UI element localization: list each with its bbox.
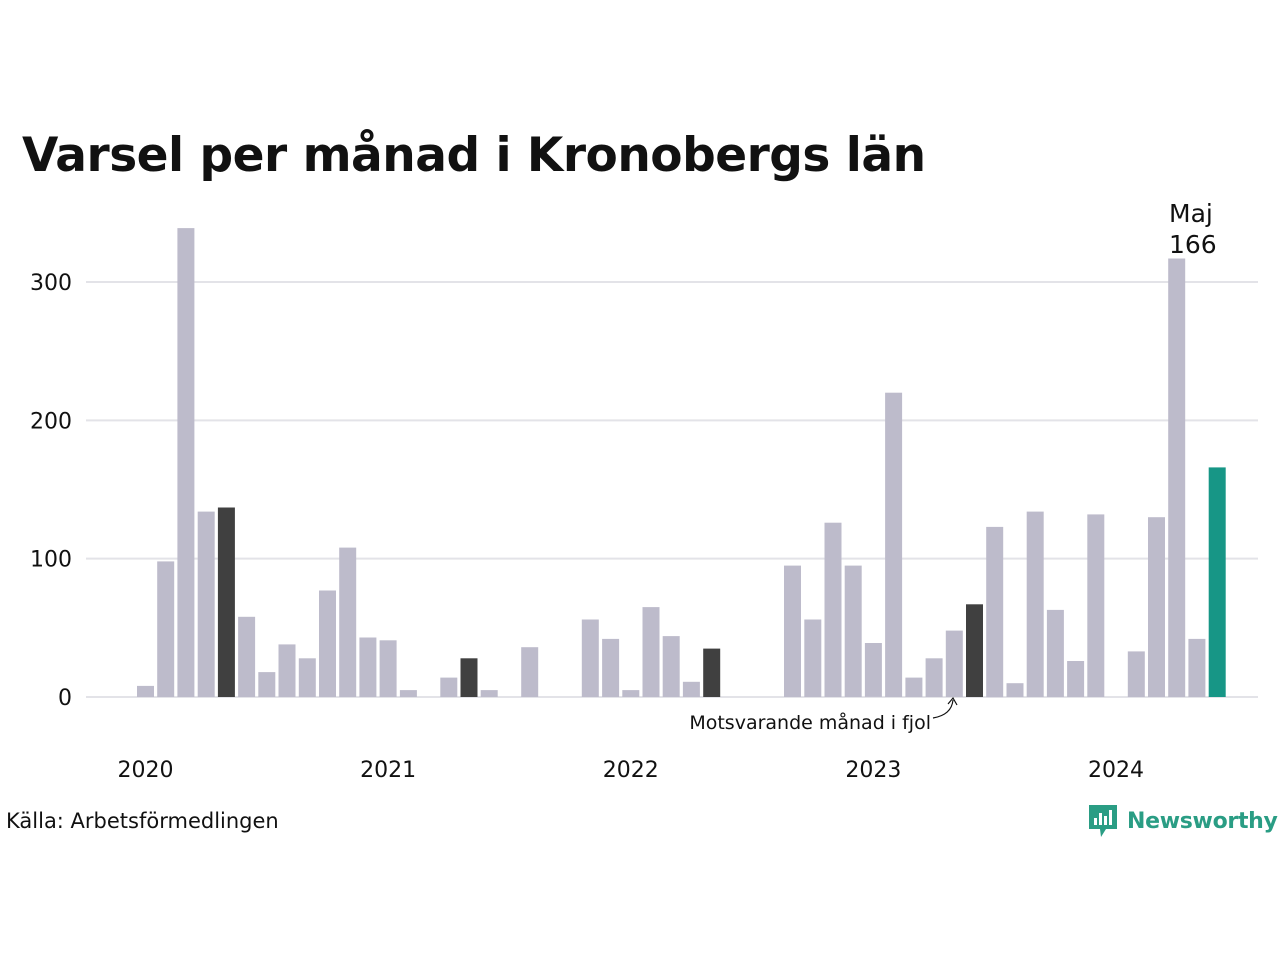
newsworthy-logo-icon [1089,805,1117,837]
bar [399,690,417,697]
bar [278,644,296,697]
bar [319,590,336,697]
bar [885,392,903,697]
bar [602,638,620,697]
chart-title: Varsel per månad i Kronobergs län [22,128,926,183]
bar [1006,683,1024,697]
bar [137,685,154,697]
bar-current-month [1208,467,1226,697]
current-month-label: Maj [1169,199,1213,228]
y-tick-label: 0 [58,686,72,711]
current-value-label: 166 [1169,230,1217,259]
bar [379,640,397,697]
gridlines [86,281,1258,698]
bar [945,630,963,697]
previous-year-annotation: Motsvarande månad i fjol [689,711,931,734]
x-tick-label: 2022 [603,758,659,783]
x-tick-label: 2024 [1088,758,1144,783]
annotation-arrow [932,699,954,719]
x-tick-label: 2021 [360,758,416,783]
bar [622,690,640,697]
bar [359,637,377,697]
bar [804,619,822,697]
bar [1026,511,1044,697]
y-tick-label: 300 [30,271,72,296]
bar [905,677,923,697]
annotations: Maj 166 Motsvarande månad i fjol [689,199,1216,734]
bar [864,643,882,697]
bar-previous-year [217,507,235,697]
bar [925,658,943,697]
bar [480,690,498,697]
bar [844,565,862,697]
bar [197,511,215,697]
x-tick-label: 2023 [845,758,901,783]
bar [157,561,175,697]
bar [824,522,842,697]
bars [137,228,1226,698]
bar-previous-year [703,648,721,697]
x-axis-tick-labels: 2020 2021 2022 2023 2024 [118,758,1145,783]
bar [642,607,660,697]
bar [1188,638,1206,697]
bar [177,228,195,697]
y-tick-label: 200 [30,409,72,434]
bar [662,636,680,697]
bar [581,619,599,697]
bar [1127,651,1145,697]
bar [1168,258,1186,697]
bar [258,672,276,697]
bar [682,681,700,697]
bar-chart: 0 100 200 300 2020 2021 2022 2023 2024 Maj 166 … [30,199,1258,783]
source-note: Källa: Arbetsförmedlingen [6,809,279,833]
bar [440,677,458,697]
bar-previous-year [966,604,983,697]
bar [1148,517,1165,697]
bar [1067,661,1085,697]
y-axis-tick-labels: 0 100 200 300 [30,271,72,711]
bar-previous-year [460,658,478,697]
bar [1046,609,1064,697]
bar [298,658,316,697]
bar [986,526,1004,698]
bar [784,565,801,697]
annotation-arrowhead [947,696,958,706]
bar [521,647,539,697]
bar [339,547,357,697]
bar [238,616,256,697]
y-tick-label: 100 [30,548,72,573]
brand-logo: Newsworthy [1087,803,1278,839]
x-tick-label: 2020 [118,758,174,783]
brand-name: Newsworthy [1127,808,1278,834]
bar [1087,514,1105,697]
